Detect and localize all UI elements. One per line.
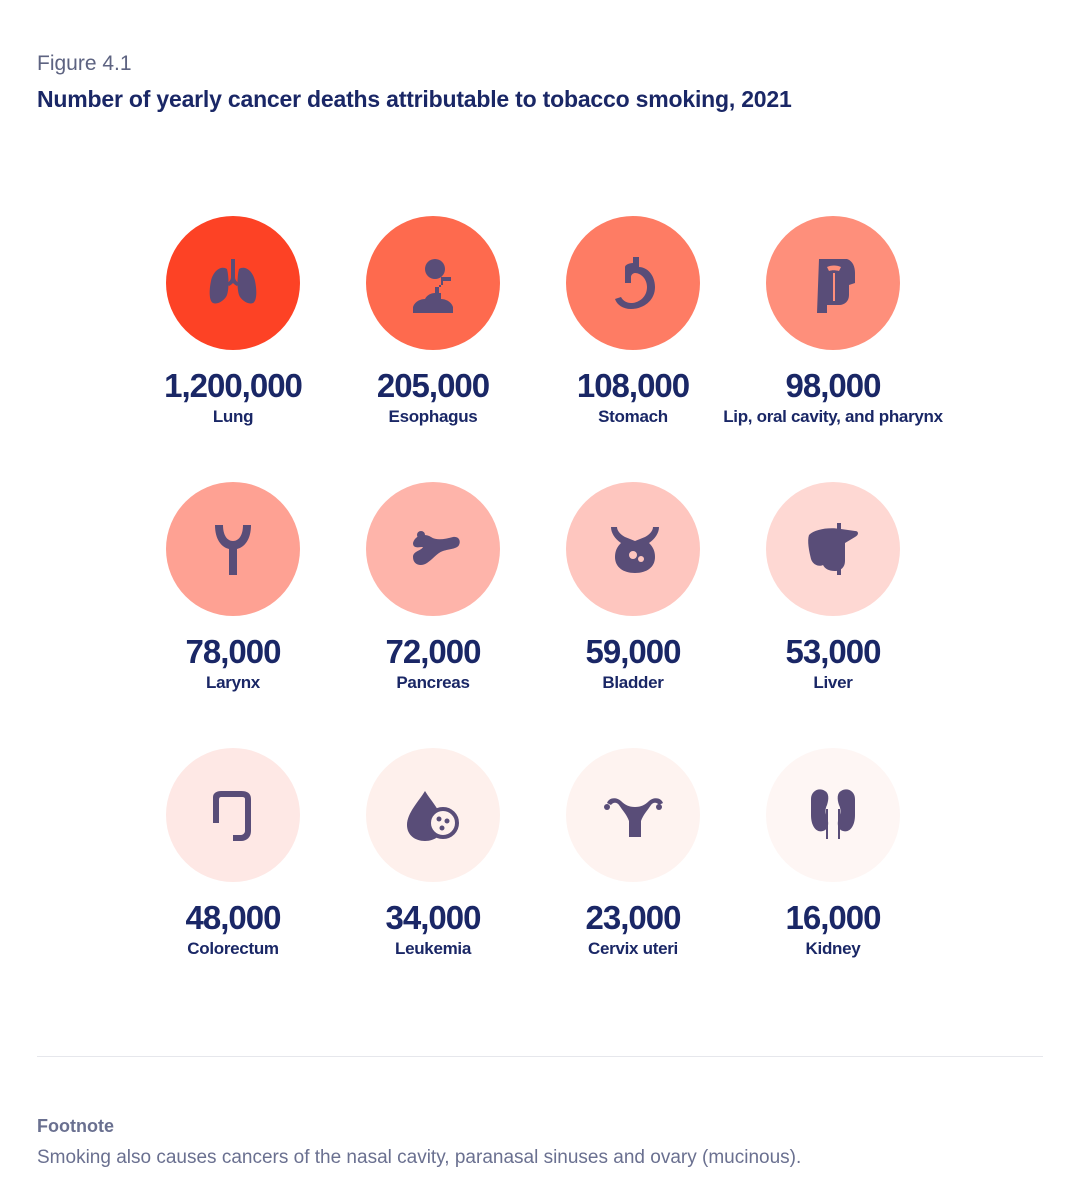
category-label: Lip, oral cavity, and pharynx — [723, 407, 943, 426]
category-label: Cervix uteri — [588, 939, 678, 958]
stomach-icon — [615, 257, 655, 309]
oral-cavity-icon — [817, 259, 855, 313]
value-circle — [566, 482, 700, 616]
value-circle — [366, 216, 500, 350]
cancer-item: 108,000 Stomach — [503, 216, 763, 428]
liver-icon — [808, 523, 858, 575]
value-label: 1,200,000 — [164, 367, 303, 404]
value-label: 53,000 — [785, 633, 882, 670]
category-label: Liver — [813, 673, 853, 692]
value-circle — [366, 748, 500, 882]
value-circle — [766, 482, 900, 616]
category-label: Lung — [212, 407, 254, 426]
cancer-item: 59,000 Bladder — [503, 482, 763, 694]
cancer-item: 34,000 Leukemia — [303, 748, 563, 960]
value-label: 23,000 — [585, 899, 682, 936]
cancer-item: 1,200,000 Lung — [103, 216, 363, 428]
uterus-icon — [604, 798, 663, 837]
value-circle — [166, 482, 300, 616]
category-label: Bladder — [602, 673, 664, 692]
esophagus-icon — [413, 259, 453, 313]
category-label: Kidney — [805, 939, 861, 958]
cancer-item: 53,000 Liver — [703, 482, 963, 694]
value-circle — [566, 748, 700, 882]
value-label: 78,000 — [185, 633, 282, 670]
figure-label: Figure 4.1 — [37, 52, 132, 75]
cancer-item: 78,000 Larynx — [103, 482, 363, 694]
divider — [37, 1056, 1043, 1057]
cancer-item: 72,000 Pancreas — [303, 482, 563, 694]
pancreas-icon — [413, 531, 460, 565]
figure-title: Number of yearly cancer deaths attributa… — [37, 86, 792, 112]
bladder-icon — [611, 527, 659, 573]
category-label: Larynx — [206, 673, 260, 692]
cancer-item: 16,000 Kidney — [703, 748, 963, 960]
value-circle — [766, 216, 900, 350]
blood-cell-icon — [407, 791, 459, 841]
footnote-text: Smoking also causes cancers of the nasal… — [37, 1147, 802, 1168]
cancer-item: 48,000 Colorectum — [103, 748, 363, 960]
value-circle — [566, 216, 700, 350]
value-label: 205,000 — [376, 367, 490, 404]
lungs-icon — [209, 259, 257, 304]
value-label: 98,000 — [785, 367, 882, 404]
cancer-item: 98,000 Lip, oral cavity, and pharynx — [703, 216, 963, 428]
value-label: 48,000 — [185, 899, 282, 936]
value-circle — [366, 482, 500, 616]
value-label: 34,000 — [385, 899, 482, 936]
category-label: Leukemia — [394, 939, 472, 958]
larynx-icon — [215, 525, 251, 575]
category-label: Colorectum — [187, 939, 279, 958]
colon-icon — [213, 791, 251, 841]
footnote-label: Footnote — [37, 1116, 114, 1136]
cancer-item: 23,000 Cervix uteri — [503, 748, 763, 960]
value-circle — [166, 216, 300, 350]
category-label: Pancreas — [396, 673, 470, 692]
value-label: 59,000 — [585, 633, 682, 670]
value-label: 72,000 — [385, 633, 482, 670]
category-label: Stomach — [598, 407, 668, 426]
kidney-icon — [811, 789, 855, 839]
value-label: 16,000 — [785, 899, 882, 936]
value-circle — [166, 748, 300, 882]
value-circle — [766, 748, 900, 882]
category-label: Esophagus — [388, 407, 478, 426]
value-label: 108,000 — [576, 367, 690, 404]
cancer-item: 205,000 Esophagus — [303, 216, 563, 428]
